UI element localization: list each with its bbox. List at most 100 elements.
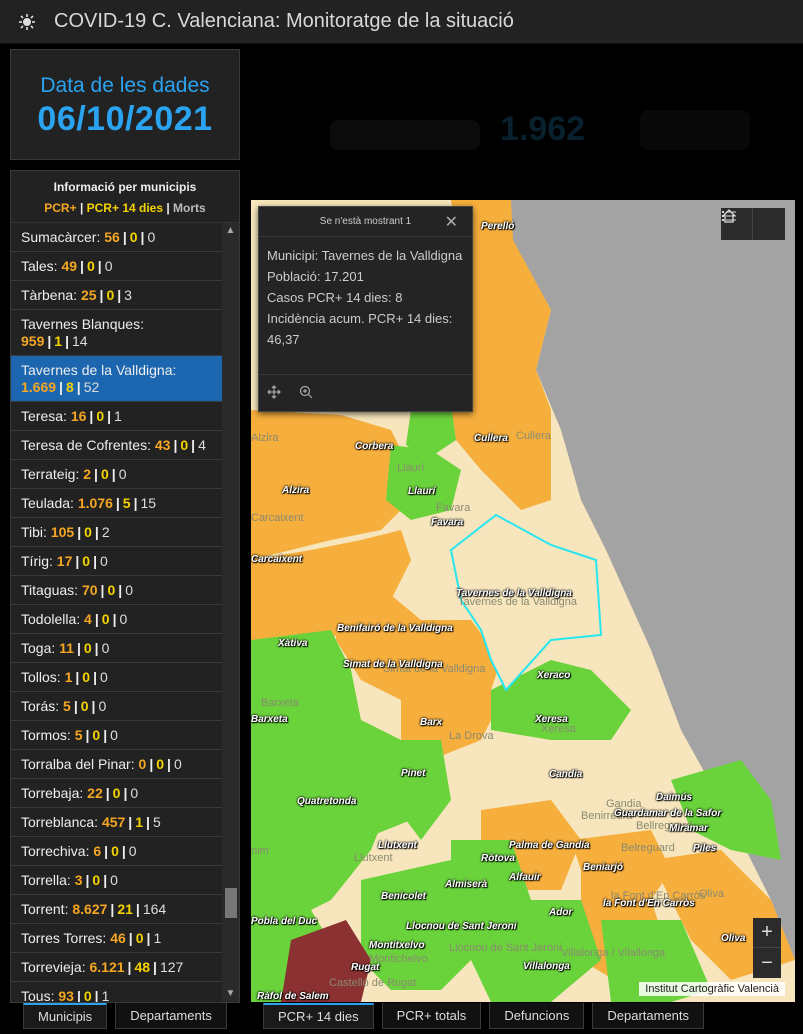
separator: | xyxy=(65,333,69,349)
separator: | xyxy=(93,553,97,569)
list-item[interactable]: Torreblanca: 457 | 1 | 5 xyxy=(11,808,223,837)
region-favara xyxy=(386,445,461,520)
pcr-14-days: 0 xyxy=(107,582,116,598)
scroll-down-icon[interactable]: ▼ xyxy=(225,988,236,999)
list-scrollbar[interactable]: ▲ ▼ xyxy=(222,223,239,1002)
map-ghost-label: Llocnou de Sant Jeroni xyxy=(449,942,562,954)
zoom-in-button[interactable]: + xyxy=(753,918,781,948)
popup-footer xyxy=(259,375,472,411)
list-item[interactable]: Sumacàrcer: 56 | 0 | 0 xyxy=(11,223,223,252)
list-icon[interactable] xyxy=(722,208,785,240)
separator: | xyxy=(105,785,110,801)
list-item[interactable]: Todolella: 4 | 0 | 0 xyxy=(11,605,223,634)
list-item[interactable]: Torás: 5 | 0 | 0 xyxy=(11,692,223,721)
scroll-thumb[interactable] xyxy=(225,888,237,918)
map-label: la Font d'En Carròs xyxy=(603,898,695,909)
pcr-14-days: 8 xyxy=(65,379,74,395)
list-item[interactable]: Teulada: 1.076 | 5 | 15 xyxy=(11,489,223,518)
list-item[interactable]: Toga: 11 | 0 | 0 xyxy=(11,634,223,663)
map-ghost-label: Castelló de Rugat xyxy=(329,977,417,989)
zoom-to-icon[interactable] xyxy=(299,385,313,402)
pcr-14-days: 0 xyxy=(129,229,138,245)
separator: | xyxy=(59,379,63,395)
deaths: 4 xyxy=(198,437,206,453)
pcr-14-days: 0 xyxy=(111,843,119,859)
list-item[interactable]: Torrechiva: 6 | 0 | 0 xyxy=(11,837,223,866)
pcr-total: 16 xyxy=(70,408,87,424)
list-item[interactable]: Torrevieja: 6.121 | 48 | 127 xyxy=(11,953,223,982)
separator: | xyxy=(111,466,116,482)
municipality-list: Sumacàrcer: 56 | 0 | 0 Tales: 49 | 0 | 0 Tàrbena: … xyxy=(11,223,223,1003)
separator: | xyxy=(103,727,108,743)
map-label: Cullera xyxy=(474,433,508,444)
map-ghost-label: Gandia xyxy=(606,798,642,810)
list-item[interactable]: Torres Torres: 46 | 0 | 1 xyxy=(11,924,223,953)
list-item[interactable]: Torralba del Pinar: 0 | 0 | 0 xyxy=(11,750,223,779)
pcr-total: 6.121 xyxy=(89,959,125,975)
map-label: Oliva xyxy=(721,933,746,944)
separator: | xyxy=(191,437,196,453)
map-ghost-label: Cullera xyxy=(516,430,551,442)
list-item[interactable]: Titaguas: 70 | 0 | 0 xyxy=(11,576,223,605)
list-item[interactable]: Tous: 93 | 0 | 1 xyxy=(11,982,223,1003)
list-item[interactable]: Tavernes de la Valldigna: 1.669 | 8 | 52 xyxy=(11,356,223,402)
separator: | xyxy=(146,930,151,946)
municipality-name: Tàrbena: xyxy=(21,287,78,303)
list-item[interactable]: Tàrbena: 25 | 0 | 3 xyxy=(11,281,223,310)
separator: | xyxy=(97,258,102,274)
map-view[interactable]: Cullera Alzira Llaurí Favara Carcaixent … xyxy=(251,200,795,1002)
list-item[interactable]: Tollos: 1 | 0 | 0 xyxy=(11,663,223,692)
separator: | xyxy=(76,379,81,395)
list-item[interactable]: Torrebaja: 22 | 0 | 0 xyxy=(11,779,223,808)
pcr-total: 5 xyxy=(74,727,83,743)
separator: | xyxy=(110,901,115,917)
list-item[interactable]: Teresa de Cofrentes: 43 | 0 | 4 xyxy=(11,431,223,460)
deaths: 0 xyxy=(147,229,156,245)
deaths: 2 xyxy=(101,524,110,540)
municipality-name: Torrechiva: xyxy=(21,843,90,859)
separator: | xyxy=(121,843,126,859)
home-icon[interactable] xyxy=(721,208,753,240)
separator: | xyxy=(167,756,171,772)
list-item[interactable]: Tormos: 5 | 0 | 0 xyxy=(11,721,223,750)
separator: | xyxy=(128,814,133,830)
separator: | xyxy=(135,901,140,917)
date-label: Data de les dades xyxy=(40,74,210,97)
list-item[interactable]: Tavernes Blanques: 959 | 1 | 14 xyxy=(11,310,223,356)
municipality-name: Torralba del Pinar: xyxy=(21,756,135,772)
separator: | xyxy=(104,843,109,859)
list-item[interactable]: Tibi: 105 | 0 | 2 xyxy=(11,518,223,547)
pcr-total: 56 xyxy=(104,229,120,245)
tab-departaments[interactable]: Departaments xyxy=(115,1003,227,1029)
list-item[interactable]: Tírig: 17 | 0 | 0 xyxy=(11,547,223,576)
page-title: COVID-19 C. Valenciana: Monitoratge de l… xyxy=(54,10,514,32)
separator: | xyxy=(75,553,80,569)
list-header: Informació per municipis PCR+ | PCR+ 14 … xyxy=(11,171,239,223)
list-item[interactable]: Tales: 49 | 0 | 0 xyxy=(11,252,223,281)
popup-header-text: Se n'està mostrant 1 xyxy=(319,216,412,227)
list-item[interactable]: Teresa: 16 | 0 | 1 xyxy=(11,402,223,431)
pcr-14-days: 0 xyxy=(180,437,189,453)
tab-pcr-totals[interactable]: PCR+ totals xyxy=(381,1003,482,1029)
tab-defuncions[interactable]: Defuncions xyxy=(489,1003,585,1029)
close-icon[interactable]: ✕ xyxy=(444,214,458,231)
deaths: 1 xyxy=(153,930,162,946)
deaths: 127 xyxy=(159,959,184,975)
map-ghost-label: Tavernes de la Valldigna xyxy=(458,596,578,608)
move-icon[interactable] xyxy=(267,384,281,402)
zoom-out-button[interactable]: − xyxy=(761,951,773,974)
tab-municipis[interactable]: Municipis xyxy=(23,1003,108,1029)
scroll-up-icon[interactable]: ▲ xyxy=(225,225,236,236)
background-total: 1.962 xyxy=(500,110,586,148)
separator: | xyxy=(115,495,120,511)
list-item[interactable]: Torrella: 3 | 0 | 0 xyxy=(11,866,223,895)
tab-pcr-14-dies[interactable]: PCR+ 14 dies xyxy=(263,1003,374,1029)
separator: | xyxy=(76,988,81,1003)
map-label: Piles xyxy=(693,843,717,854)
map-label: Alzira xyxy=(282,485,310,496)
list-item[interactable]: Torrent: 8.627 | 21 | 164 xyxy=(11,895,223,924)
tab-departaments[interactable]: Departaments xyxy=(592,1003,705,1029)
municipality-name: Torres Torres: xyxy=(21,930,107,946)
separator: | xyxy=(85,872,90,888)
list-item[interactable]: Terrateig: 2 | 0 | 0 xyxy=(11,460,223,489)
